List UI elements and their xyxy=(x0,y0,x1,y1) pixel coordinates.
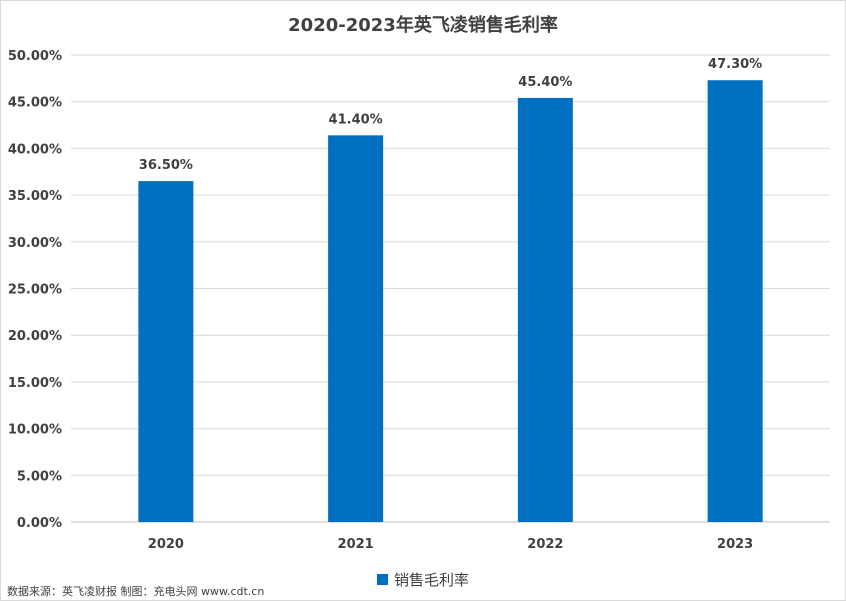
y-tick-label: 40.00% xyxy=(8,142,62,157)
data-label: 36.50% xyxy=(139,158,193,173)
y-tick-label: 0.00% xyxy=(17,516,62,531)
y-tick-label: 25.00% xyxy=(8,283,62,298)
bar xyxy=(517,97,573,523)
bar-chart: 0.00% 5.00% 10.00% 15.00% 20.00% 25.00% 30.00%… xyxy=(8,49,830,552)
x-tick-label: 2021 xyxy=(338,537,374,552)
chart-title: 2020-2023年英飞凌销售毛利率 xyxy=(288,15,558,36)
y-tick-label: 10.00% xyxy=(8,423,62,438)
y-tick-label: 30.00% xyxy=(8,236,62,251)
legend-swatch xyxy=(376,574,388,585)
x-tick-label: 2023 xyxy=(717,537,753,552)
y-tick-label: 5.00% xyxy=(17,469,62,484)
data-label: 41.40% xyxy=(329,112,383,127)
legend: 销售毛利率 xyxy=(1,569,845,590)
source-note: 数据来源：英飞凌财报 制图：充电头网 www.cdt.cn xyxy=(7,585,265,598)
y-tick-label: 50.00% xyxy=(8,49,62,64)
y-tick-label: 45.00% xyxy=(8,96,62,111)
y-tick-label: 15.00% xyxy=(8,376,62,391)
y-tick-label: 35.00% xyxy=(8,189,62,204)
x-tick-label: 2022 xyxy=(527,537,563,552)
x-tick-label: 2020 xyxy=(148,537,184,552)
y-tick-label: 20.00% xyxy=(8,329,62,344)
bar xyxy=(707,80,763,522)
bar xyxy=(138,181,194,522)
legend-label: 销售毛利率 xyxy=(393,571,469,589)
bar xyxy=(328,135,384,522)
data-label: 47.30% xyxy=(708,57,762,72)
data-label: 45.40% xyxy=(518,75,572,90)
